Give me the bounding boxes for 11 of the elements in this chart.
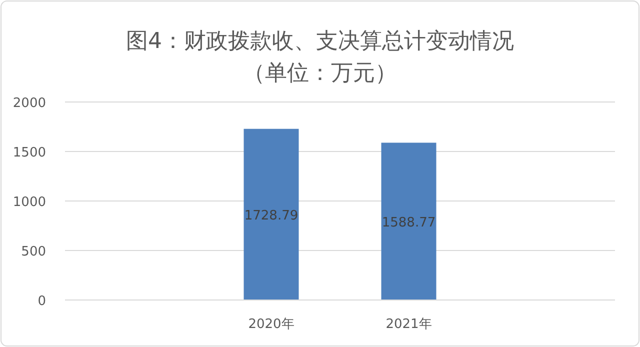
- y-tick-label: 1500: [12, 146, 46, 160]
- y-tick-label: 2000: [12, 96, 46, 111]
- x-tick-label: 2021年: [386, 317, 432, 332]
- data-label: 1588.77: [382, 215, 436, 230]
- y-tick-label: 1000: [12, 195, 46, 210]
- y-tick-label: 500: [21, 244, 46, 260]
- x-tick-label: 2020年: [248, 317, 294, 332]
- chart-title: 图4：财政拨款收、支决算总计变动情况: [126, 29, 514, 54]
- chart-subtitle: （单位：万元）: [243, 61, 397, 86]
- data-label: 1728.79: [244, 208, 298, 224]
- y-tick-label: 0: [38, 294, 46, 309]
